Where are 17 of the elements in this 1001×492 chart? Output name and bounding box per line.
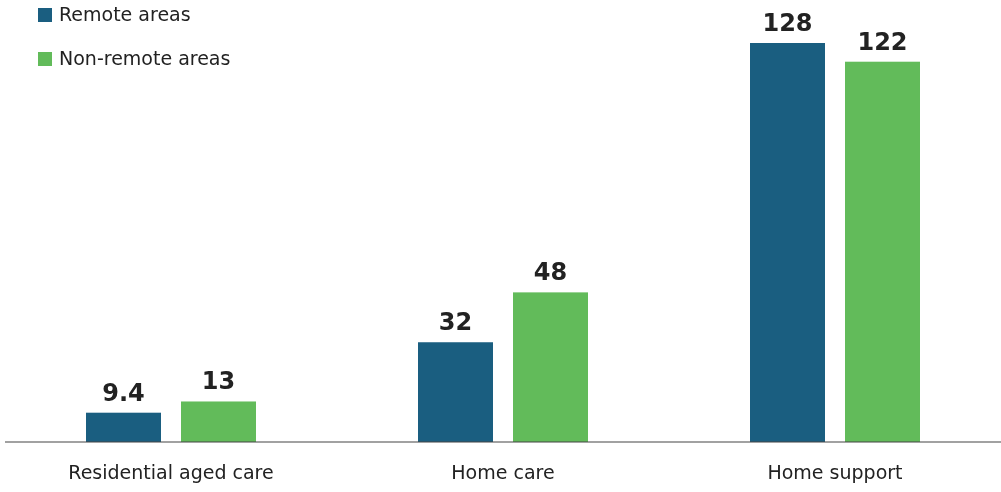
- legend-label: Non-remote areas: [59, 47, 231, 69]
- bar: [750, 43, 825, 442]
- bar: [181, 401, 256, 442]
- bar: [845, 61, 920, 442]
- bar: [418, 342, 493, 442]
- data-label: 32: [438, 308, 473, 337]
- x-tick-label: Residential aged care: [68, 461, 274, 483]
- data-label: 122: [857, 27, 908, 56]
- data-label: 48: [533, 258, 568, 287]
- data-label: 9.4: [102, 378, 145, 407]
- x-tick-label: Home support: [767, 461, 903, 483]
- legend-label: Remote areas: [59, 3, 191, 25]
- data-label: 13: [201, 367, 236, 396]
- bar: [513, 292, 588, 442]
- data-label: 128: [762, 9, 813, 37]
- x-tick-label: Home care: [451, 461, 555, 483]
- bar: [86, 412, 161, 442]
